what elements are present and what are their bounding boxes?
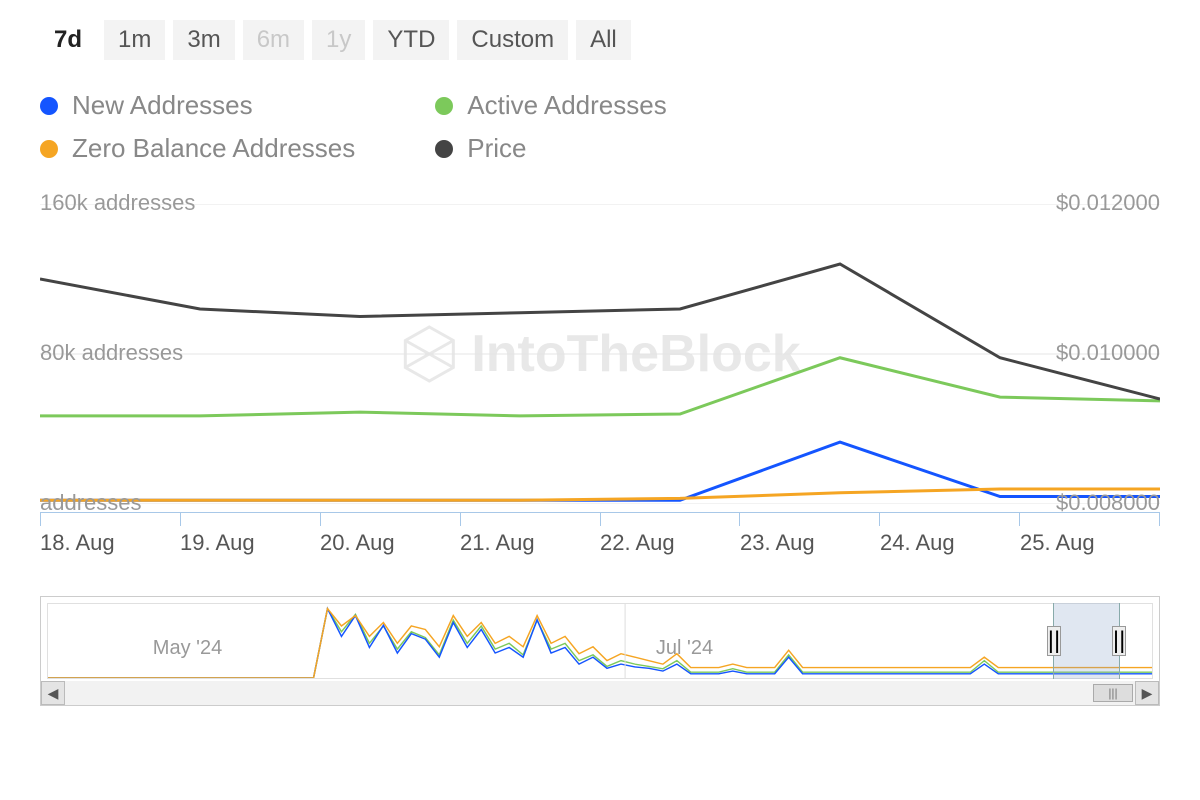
- range-tab-ytd[interactable]: YTD: [373, 20, 449, 60]
- y-right-tick-label: $0.008000: [1056, 490, 1160, 516]
- range-tab-1m[interactable]: 1m: [104, 20, 165, 60]
- legend-dot: [435, 97, 453, 115]
- range-tab-1y: 1y: [312, 20, 365, 60]
- y-right-tick-label: $0.010000: [1056, 340, 1160, 366]
- scroll-right-button[interactable]: ▶: [1135, 681, 1159, 705]
- legend-label: Price: [467, 133, 526, 164]
- legend-label: Active Addresses: [467, 90, 666, 121]
- y-left-tick-label: 160k addresses: [40, 190, 195, 216]
- legend-label: Zero Balance Addresses: [72, 133, 355, 164]
- range-tab-3m[interactable]: 3m: [173, 20, 234, 60]
- y-right-tick-label: $0.012000: [1056, 190, 1160, 216]
- range-tabs: 7d1m3m6m1yYTDCustomAll: [40, 20, 1160, 60]
- legend-dot: [40, 140, 58, 158]
- chart-plot: [40, 204, 1160, 504]
- scroll-left-button[interactable]: ◀: [41, 681, 65, 705]
- x-tick-label: 23. Aug: [740, 530, 880, 556]
- range-tab-7d[interactable]: 7d: [40, 20, 96, 60]
- range-handle-left[interactable]: ||: [1047, 626, 1061, 656]
- range-tab-all[interactable]: All: [576, 20, 631, 60]
- range-window[interactable]: || ||: [1053, 603, 1120, 679]
- y-left-tick-label: addresses: [40, 490, 142, 516]
- range-handle-right[interactable]: ||: [1112, 626, 1126, 656]
- main-chart: IntoTheBlock addresses80k addresses160k …: [40, 204, 1160, 504]
- mini-scrollbar[interactable]: ◀ ||| ▶: [41, 681, 1159, 705]
- legend-item-price[interactable]: Price: [435, 133, 666, 164]
- range-tab-custom[interactable]: Custom: [457, 20, 568, 60]
- x-tick-label: 18. Aug: [40, 530, 180, 556]
- x-tick-label: 19. Aug: [180, 530, 320, 556]
- legend-label: New Addresses: [72, 90, 253, 121]
- x-tick-label: 22. Aug: [600, 530, 740, 556]
- range-selector[interactable]: || || May '24 Jul '24 ◀ ||| ▶: [40, 596, 1160, 706]
- x-tick-label: 21. Aug: [460, 530, 600, 556]
- x-tick-label: 20. Aug: [320, 530, 460, 556]
- mini-label: Jul '24: [656, 637, 713, 660]
- x-tick-label: 25. Aug: [1020, 530, 1160, 556]
- legend-dot: [435, 140, 453, 158]
- y-left-tick-label: 80k addresses: [40, 340, 183, 366]
- x-axis-labels: 18. Aug19. Aug20. Aug21. Aug22. Aug23. A…: [40, 530, 1160, 556]
- legend-item-active-addresses[interactable]: Active Addresses: [435, 90, 666, 121]
- legend-item-zero-balance-addresses[interactable]: Zero Balance Addresses: [40, 133, 355, 164]
- range-tab-6m: 6m: [243, 20, 304, 60]
- chart-legend: New Addresses Active Addresses Zero Balanc…: [40, 90, 1160, 164]
- x-tick-label: 24. Aug: [880, 530, 1020, 556]
- legend-item-new-addresses[interactable]: New Addresses: [40, 90, 355, 121]
- scroll-track[interactable]: |||: [65, 681, 1135, 705]
- legend-dot: [40, 97, 58, 115]
- mini-label: May '24: [153, 637, 222, 660]
- scroll-thumb[interactable]: |||: [1093, 684, 1133, 702]
- x-axis: [40, 512, 1160, 526]
